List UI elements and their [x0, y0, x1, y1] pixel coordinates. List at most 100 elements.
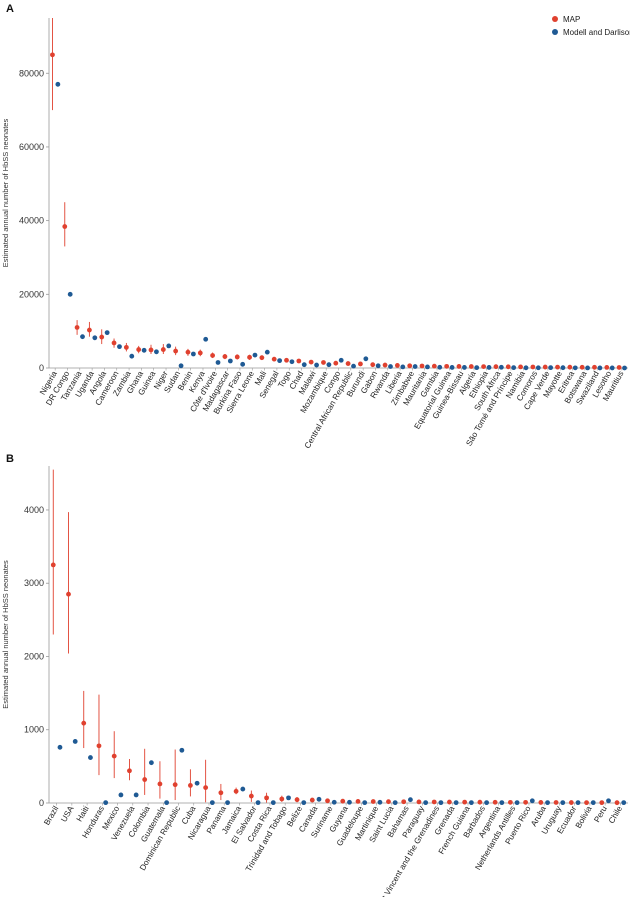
a-map-point-1	[62, 224, 68, 229]
a-modell-point-45	[609, 365, 615, 371]
b-map-point-18	[325, 798, 330, 804]
b-map-point-36	[599, 800, 605, 806]
a-map-point-16	[247, 354, 252, 360]
b-map-point-20	[355, 798, 361, 804]
a-map-point-36	[493, 364, 499, 370]
b-modell-point-29	[499, 800, 505, 806]
a-modell-point-22	[326, 362, 332, 368]
b-map-point-24	[416, 799, 422, 805]
a-map-point-37	[505, 364, 511, 370]
a-modell-point-19	[289, 359, 295, 365]
b-map-point-0	[50, 562, 56, 568]
a-modell-point-9	[166, 343, 172, 349]
b-modell-point-15	[286, 795, 291, 801]
b-map-point-30	[507, 799, 513, 805]
a-modell-point-37	[511, 365, 517, 371]
b-category-label-1: USA	[59, 804, 75, 824]
a-map-point-39	[530, 364, 536, 370]
b-map-point-28	[477, 799, 483, 805]
b-modell-point-11	[225, 800, 230, 806]
b-modell-point-31	[529, 798, 535, 804]
b-map-point-21	[370, 799, 376, 804]
a-map-point-2	[74, 325, 80, 330]
b-modell-point-9	[194, 780, 200, 786]
a-map-point-14	[222, 354, 228, 359]
a-modell-point-8	[154, 349, 159, 355]
b-y-tick-label-3: 3000	[24, 578, 44, 588]
b-category-label-35: Bolivia	[574, 804, 594, 830]
b-modell-point-12	[240, 786, 246, 792]
a-modell-point-43	[585, 365, 590, 371]
a-modell-point-46	[622, 365, 627, 371]
a-modell-point-44	[597, 365, 603, 371]
b-modell-point-36	[606, 798, 611, 804]
a-map-point-38	[518, 364, 523, 370]
b-map-point-25	[431, 799, 437, 805]
b-modell-point-14	[270, 800, 276, 806]
b-y-tick-label-1: 1000	[24, 725, 44, 735]
a-map-point-35	[481, 364, 487, 369]
b-modell-point-37	[621, 800, 627, 806]
a-modell-point-36	[498, 364, 504, 370]
b-map-point-29	[492, 799, 498, 805]
b-modell-point-33	[560, 800, 566, 806]
b-modell-point-26	[453, 800, 459, 806]
panel-b-chart: 0 1000 2000 3000 4000 Estimated annual number…	[1, 466, 628, 897]
b-modell-point-34	[575, 800, 581, 806]
a-modell-point-33	[462, 365, 467, 370]
b-map-point-31	[523, 799, 529, 805]
a-modell-point-14	[227, 358, 233, 364]
a-y-tick-label-1: 20000	[19, 289, 44, 299]
a-modell-point-5	[117, 344, 122, 350]
b-modell-point-1	[72, 739, 78, 744]
a-map-point-25	[358, 361, 363, 367]
b-modell-point-17	[316, 796, 322, 802]
b-modell-point-35	[590, 800, 596, 806]
b-map-point-13	[248, 793, 254, 799]
a-map-point-4	[99, 334, 105, 340]
a-map-point-10	[173, 348, 179, 354]
a-modell-point-26	[375, 363, 381, 369]
b-modell-point-20	[362, 800, 368, 806]
a-map-point-44	[592, 364, 597, 370]
b-y-tick-label-4: 4000	[24, 505, 44, 515]
b-map-point-3	[96, 743, 102, 749]
b-modell-point-21	[377, 799, 383, 805]
a-map-point-5	[111, 340, 117, 346]
b-map-point-23	[401, 799, 407, 805]
a-map-point-28	[394, 363, 400, 368]
b-y-tick-label-2: 2000	[24, 651, 44, 661]
b-map-point-5	[127, 768, 132, 774]
a-modell-point-7	[141, 347, 147, 353]
a-map-point-32	[444, 363, 450, 369]
a-modell-point-25	[363, 356, 369, 362]
a-map-point-0	[50, 52, 55, 58]
a-y-tick-label-2: 40000	[19, 216, 44, 226]
a-y-tick-label-0: 0	[39, 363, 44, 373]
a-modell-point-34	[474, 365, 480, 371]
a-modell-point-38	[523, 365, 529, 371]
b-modell-point-10	[209, 800, 215, 806]
b-map-point-17	[309, 797, 315, 803]
a-map-point-3	[87, 327, 92, 333]
b-map-point-32	[538, 800, 544, 805]
b-modell-point-32	[545, 800, 550, 806]
a-modell-point-30	[425, 364, 430, 370]
a-map-point-13	[210, 353, 215, 358]
b-modell-point-0	[57, 744, 63, 750]
a-modell-point-21	[314, 362, 319, 368]
a-modell-point-23	[338, 357, 344, 363]
b-modell-point-3	[103, 800, 109, 806]
b-map-point-26	[447, 799, 452, 805]
a-map-point-23	[333, 360, 339, 366]
legend: MAP Modell and Darlison	[552, 15, 630, 37]
b-map-point-2	[81, 720, 87, 726]
b-modell-point-13	[255, 800, 261, 806]
a-map-point-12	[197, 350, 203, 356]
b-modell-point-30	[514, 800, 520, 806]
b-modell-point-28	[484, 800, 490, 806]
b-modell-point-24	[423, 800, 429, 806]
a-map-point-7	[136, 347, 142, 352]
a-modell-point-15	[240, 361, 246, 367]
